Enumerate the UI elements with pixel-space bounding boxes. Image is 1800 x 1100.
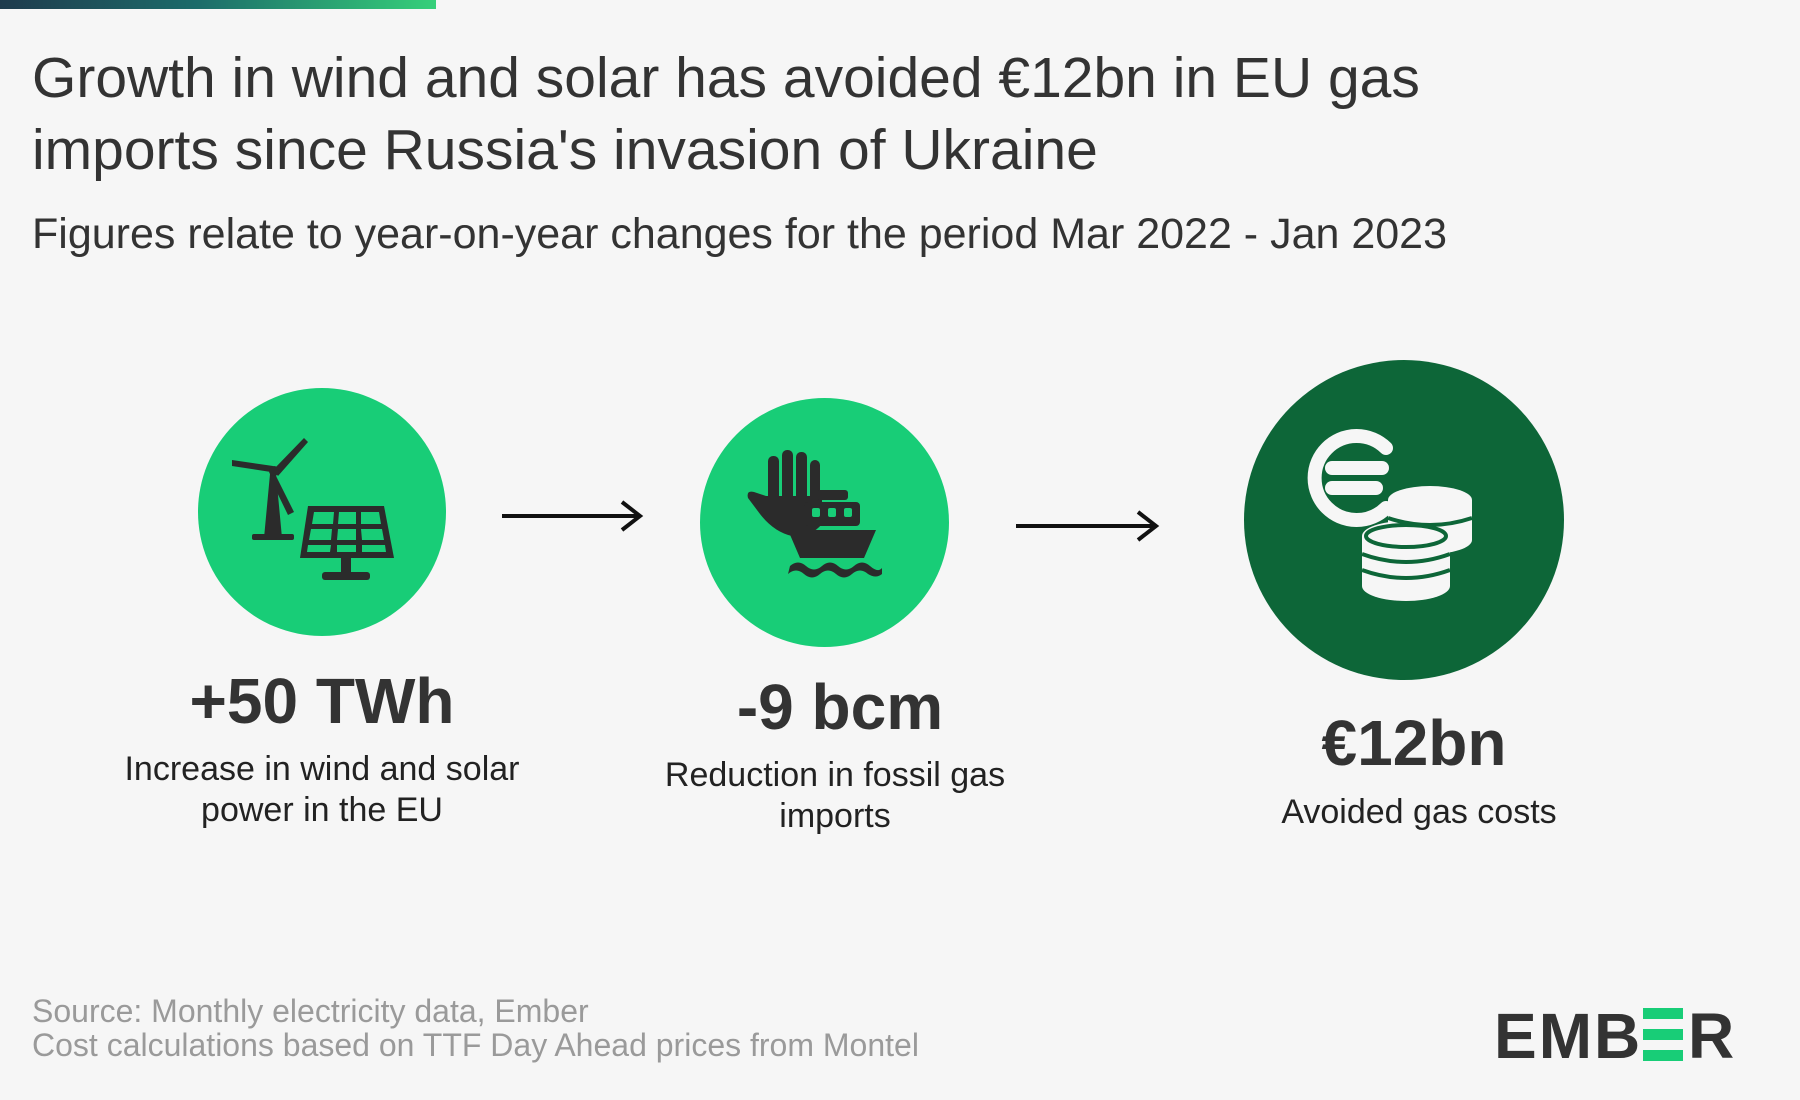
avoided-cost-description: Avoided gas costs <box>1281 793 1557 831</box>
stop-gas-ship-icon <box>700 398 949 647</box>
source-line-1: Source: Monthly electricity data, Ember <box>32 993 589 1029</box>
euro-coins-icon <box>1244 360 1564 680</box>
svg-text:R: R <box>1688 1000 1734 1070</box>
ember-logo: EMB R <box>1494 1000 1734 1070</box>
page-title: Growth in wind and solar has avoided €12… <box>32 46 1420 182</box>
avoided-cost-value: €12bn <box>1321 707 1507 779</box>
wind-solar-description: Increase in wind and solar power in the … <box>124 750 520 829</box>
wind-solar-icon <box>198 388 446 636</box>
wind-solar-value: +50 TWh <box>189 665 455 737</box>
gas-import-value: -9 bcm <box>736 671 944 743</box>
page-subtitle: Figures relate to year-on-year changes f… <box>32 210 1448 258</box>
source-line-2: Cost calculations based on TTF Day Ahead… <box>32 1027 919 1063</box>
source-note: Source: Monthly electricity data, Ember … <box>32 994 919 1062</box>
gas-import-description: Reduction in fossil gas imports <box>664 756 1006 835</box>
top-accent-bar <box>0 0 436 9</box>
arrow-right-icon <box>502 500 644 532</box>
svg-text:EMB: EMB <box>1494 1000 1642 1070</box>
arrow-right-icon <box>1016 510 1160 542</box>
